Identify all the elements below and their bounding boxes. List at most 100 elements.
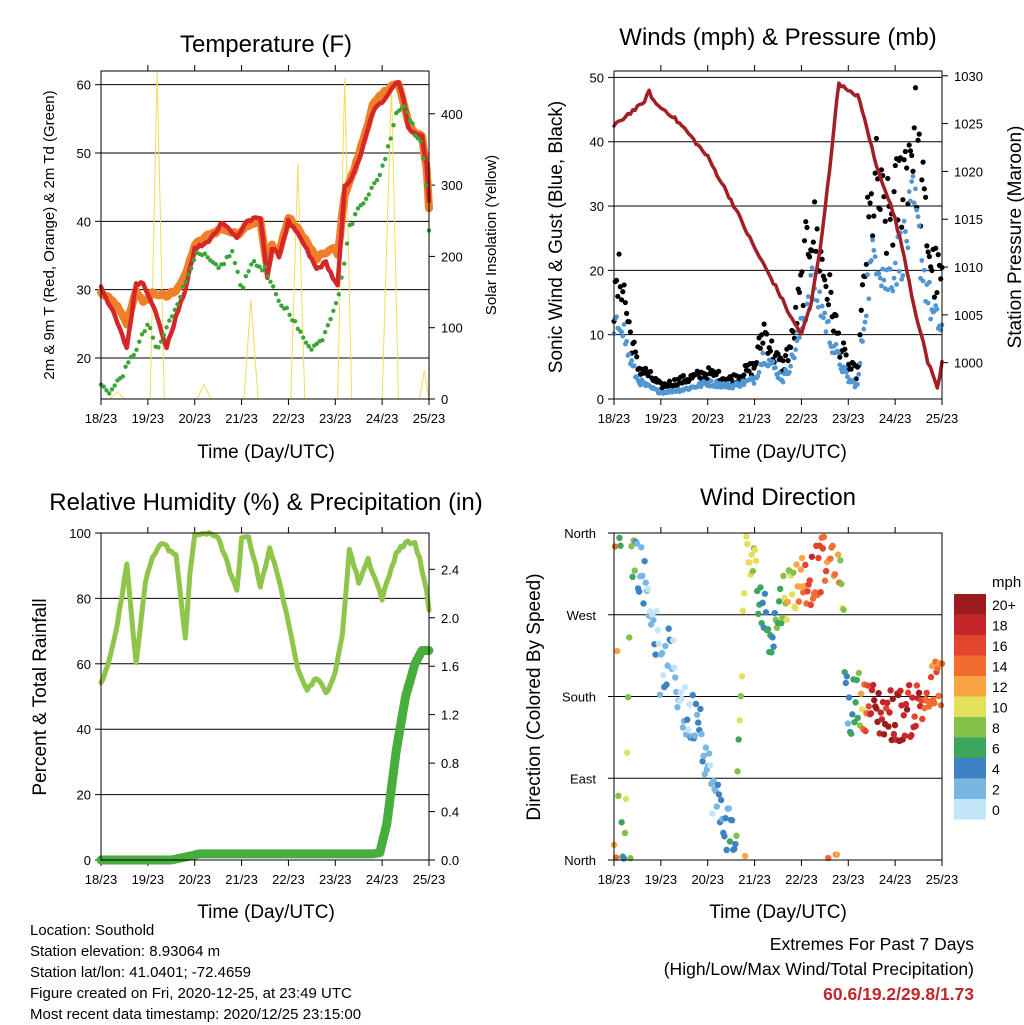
x-tick-label: 23/23 bbox=[832, 411, 865, 426]
gust-point bbox=[882, 218, 888, 224]
colorbar-swatch bbox=[954, 758, 986, 779]
y-tick-label: 40 bbox=[77, 722, 91, 737]
temperature-panel: Temperature (F) 20 30 40 50 60 0 100 200 300 400 1… bbox=[41, 31, 500, 463]
gust-point bbox=[780, 358, 786, 364]
colorbar-swatch bbox=[954, 614, 986, 635]
winds-plot-frame bbox=[613, 70, 943, 400]
direction-point bbox=[739, 607, 747, 615]
wind-point bbox=[755, 373, 761, 379]
x-tick-label: 21/23 bbox=[738, 411, 771, 426]
colorbar-swatch bbox=[954, 799, 986, 820]
wind-point bbox=[620, 333, 626, 339]
direction-point bbox=[901, 732, 909, 739]
y-tick-label: 50 bbox=[77, 146, 91, 161]
dewpoint-point bbox=[227, 253, 232, 259]
colorbar-swatch bbox=[954, 717, 986, 738]
direction-point bbox=[625, 694, 632, 701]
x-tick-label: 20/23 bbox=[691, 411, 724, 426]
wind-point bbox=[934, 306, 940, 312]
direction-point bbox=[641, 557, 648, 565]
direction-point bbox=[714, 781, 722, 789]
gust-point bbox=[782, 353, 789, 359]
gust-point bbox=[867, 200, 873, 206]
direction-point bbox=[809, 595, 817, 602]
direction-point bbox=[761, 590, 769, 597]
dewpoint-point bbox=[276, 298, 281, 304]
dewpoint-point bbox=[191, 257, 197, 263]
wind-direction-x-axis-label: Time (Day/UTC) bbox=[709, 902, 847, 923]
direction-point bbox=[903, 706, 911, 713]
wind-point bbox=[814, 298, 820, 304]
direction-point bbox=[935, 692, 942, 700]
wind-point bbox=[896, 268, 902, 274]
dewpoint-point bbox=[167, 318, 172, 323]
direction-point bbox=[778, 620, 785, 627]
colorbar-label: 8 bbox=[992, 720, 1000, 736]
gust-point bbox=[746, 368, 752, 374]
colorbar-swatch bbox=[954, 635, 986, 656]
gust-point bbox=[822, 277, 828, 283]
extremes-title: Extremes For Past 7 Days bbox=[769, 934, 974, 954]
direction-point bbox=[723, 846, 730, 854]
direction-point bbox=[927, 673, 935, 681]
y-tick-label: 0 bbox=[84, 853, 91, 868]
gust-point bbox=[870, 233, 876, 239]
x-tick-label: 18/23 bbox=[85, 411, 118, 426]
x-tick-label: 24/23 bbox=[366, 411, 399, 426]
direction-point bbox=[865, 703, 872, 710]
direction-point bbox=[725, 805, 732, 812]
extremes-subtitle: (High/Low/Max Wind/Total Precipitation) bbox=[663, 959, 974, 979]
dewpoint-point bbox=[134, 347, 139, 352]
dewpoint-point bbox=[246, 269, 251, 274]
direction-point bbox=[702, 744, 710, 751]
temperature-title: Temperature (F) bbox=[180, 31, 352, 58]
dewpoint-point bbox=[265, 273, 270, 279]
direction-point bbox=[858, 706, 866, 713]
direction-point bbox=[842, 679, 849, 687]
direction-point bbox=[891, 721, 899, 729]
wind-point bbox=[928, 316, 934, 322]
colorbar-label: 4 bbox=[992, 761, 1000, 777]
wind-point bbox=[751, 381, 757, 386]
colorbar-label: 18 bbox=[992, 618, 1008, 634]
gust-point bbox=[933, 245, 939, 251]
dewpoint-point bbox=[404, 109, 410, 115]
y-tick-label: 40 bbox=[77, 214, 91, 229]
wind-point bbox=[760, 350, 766, 356]
wind-point bbox=[827, 340, 833, 346]
direction-point bbox=[789, 591, 796, 598]
gust-point bbox=[803, 219, 809, 225]
gust-point bbox=[793, 304, 799, 310]
direction-point bbox=[672, 674, 679, 681]
direction-point bbox=[639, 572, 646, 580]
direction-point bbox=[793, 561, 800, 568]
station-info: Location: Southold Station elevation: 8.… bbox=[30, 920, 361, 1025]
direction-point bbox=[693, 711, 701, 718]
gust-point bbox=[863, 261, 869, 267]
direction-point bbox=[689, 691, 696, 699]
gust-point bbox=[890, 242, 896, 248]
gust-point bbox=[925, 249, 931, 255]
gust-point bbox=[828, 289, 834, 295]
x-tick-label: 25/23 bbox=[926, 872, 959, 887]
gust-point bbox=[796, 289, 803, 296]
direction-point bbox=[808, 553, 816, 560]
wind-point bbox=[819, 303, 825, 309]
direction-point bbox=[819, 545, 827, 552]
winds-x-axis-label: Time (Day/UTC) bbox=[709, 442, 847, 463]
dewpoint-point bbox=[213, 262, 218, 267]
gust-point bbox=[801, 238, 808, 244]
gust-point bbox=[642, 365, 649, 371]
direction-point bbox=[773, 624, 781, 631]
location-text: Location: Southold bbox=[30, 922, 155, 939]
wind-point bbox=[621, 322, 627, 327]
x-tick-label: 24/23 bbox=[879, 872, 912, 887]
gust-point bbox=[760, 340, 766, 346]
wind-point bbox=[905, 245, 911, 251]
gust-point bbox=[814, 226, 820, 232]
direction-point bbox=[710, 777, 717, 785]
gust-point bbox=[799, 269, 805, 275]
direction-point bbox=[654, 627, 661, 634]
temperature-right-axis-label: Solar Insolation (Yellow) bbox=[483, 155, 500, 315]
gust-point bbox=[871, 213, 877, 219]
